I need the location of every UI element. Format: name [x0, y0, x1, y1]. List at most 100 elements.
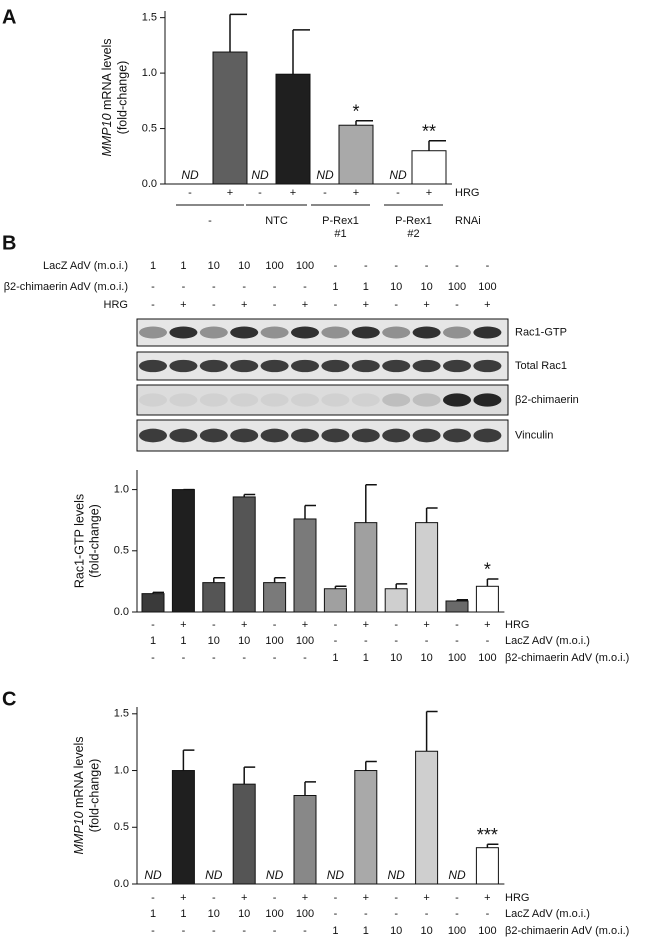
significance: * [484, 560, 491, 580]
blot-band [139, 359, 167, 373]
blot-frame [136, 318, 509, 347]
bar [293, 518, 317, 613]
not-detected: ND [448, 868, 466, 882]
x-tick-label: + [241, 892, 247, 904]
condition-value: + [241, 299, 247, 311]
condition-value: - [151, 652, 155, 664]
y-axis-label: (fold-change) [87, 504, 101, 578]
bar [415, 522, 439, 613]
condition-value: - [303, 925, 307, 937]
condition-value: 1 [363, 925, 369, 937]
blot-band [230, 428, 259, 443]
condition-value: 1 [332, 925, 338, 937]
blot-band [473, 428, 502, 443]
bar [293, 795, 317, 885]
condition-value: 100 [265, 260, 283, 272]
error-bar [182, 749, 195, 771]
y-axis-label: (fold-change) [87, 759, 101, 833]
condition-value: - [394, 299, 398, 311]
error-bar [243, 766, 256, 785]
band-label: Rac1-GTP [515, 326, 567, 338]
blot-band [412, 428, 441, 443]
blot-band [291, 359, 319, 373]
error-bar [395, 583, 408, 589]
group-label: #1 [334, 228, 346, 240]
condition-value: - [394, 260, 398, 272]
blot-band [199, 393, 228, 407]
blot-band [321, 359, 350, 373]
y-axis-label: (fold-change) [115, 61, 129, 135]
condition-value: - [273, 652, 277, 664]
condition-label: β2-chimaerin AdV (m.o.i.) [505, 652, 629, 664]
x-tick-label: + [302, 619, 308, 631]
error-bar [365, 483, 377, 523]
condition-value: - [425, 908, 429, 920]
x-tick-label: - [273, 619, 277, 631]
condition-value: - [303, 281, 307, 293]
condition-value: - [212, 652, 216, 664]
condition-value: - [455, 908, 459, 920]
bar [475, 585, 499, 613]
condition-value: 10 [208, 260, 220, 272]
y-tick-label: 1.0 [114, 483, 129, 495]
condition-value: - [303, 652, 307, 664]
bar [415, 750, 439, 885]
condition-value: 1 [363, 652, 369, 664]
bar [171, 489, 195, 613]
x-tick-label: - [258, 187, 262, 199]
y-axis-label-gene: MMP10 [100, 113, 114, 156]
not-detected: ND [251, 168, 269, 182]
condition-value: - [334, 260, 338, 272]
condition-value: 100 [448, 652, 466, 664]
condition-value: - [486, 635, 490, 647]
error-bar [355, 120, 373, 126]
y-axis-label-text: mRNA levels [72, 736, 86, 808]
not-detected: ND [205, 868, 223, 882]
condition-value: 1 [150, 260, 156, 272]
x-tick-label: + [241, 619, 247, 631]
blot-band [473, 393, 502, 407]
band-label: Total Rac1 [515, 360, 567, 372]
y-axis-label: MMP10 mRNA levels [100, 38, 114, 156]
y-tick-label: 0.0 [142, 178, 157, 190]
condition-value: + [484, 299, 490, 311]
x-tick-label: + [290, 187, 296, 199]
group-label: P-Rex1 [322, 215, 359, 227]
condition-value: - [425, 260, 429, 272]
blot-band [260, 359, 289, 373]
x-tick-label: - [455, 619, 459, 631]
condition-value: 10 [238, 635, 250, 647]
group-label: P-Rex1 [395, 215, 432, 227]
condition-value: - [242, 652, 246, 664]
x-tick-label: - [455, 892, 459, 904]
condition-value: 100 [478, 652, 496, 664]
condition-value: 100 [296, 908, 314, 920]
condition-value: 100 [478, 925, 496, 937]
blot-band [321, 326, 350, 339]
blot-band [412, 359, 441, 373]
blot-band [382, 428, 411, 443]
error-bar [425, 710, 438, 752]
bar [202, 582, 226, 613]
bar [475, 847, 499, 885]
not-detected: ND [144, 868, 162, 882]
group-axis-label: RNAi [455, 215, 481, 227]
blot-band [139, 393, 167, 407]
condition-value: - [273, 925, 277, 937]
y-tick-label: 1.5 [114, 708, 129, 720]
category-row-label: HRG [455, 187, 479, 199]
error-bar [425, 507, 438, 523]
blot-band [443, 326, 471, 339]
condition-value: - [182, 925, 186, 937]
x-tick-label: + [180, 619, 186, 631]
y-tick-label: 0.0 [114, 878, 129, 890]
x-tick-label: + [227, 187, 233, 199]
error-bar [213, 576, 225, 583]
x-tick-label: - [334, 619, 338, 631]
bar [263, 582, 287, 613]
x-tick-label: - [396, 187, 400, 199]
condition-value: 100 [265, 908, 283, 920]
x-tick-label: + [426, 187, 432, 199]
panel-label: C [2, 688, 16, 710]
blot-band [169, 428, 198, 443]
